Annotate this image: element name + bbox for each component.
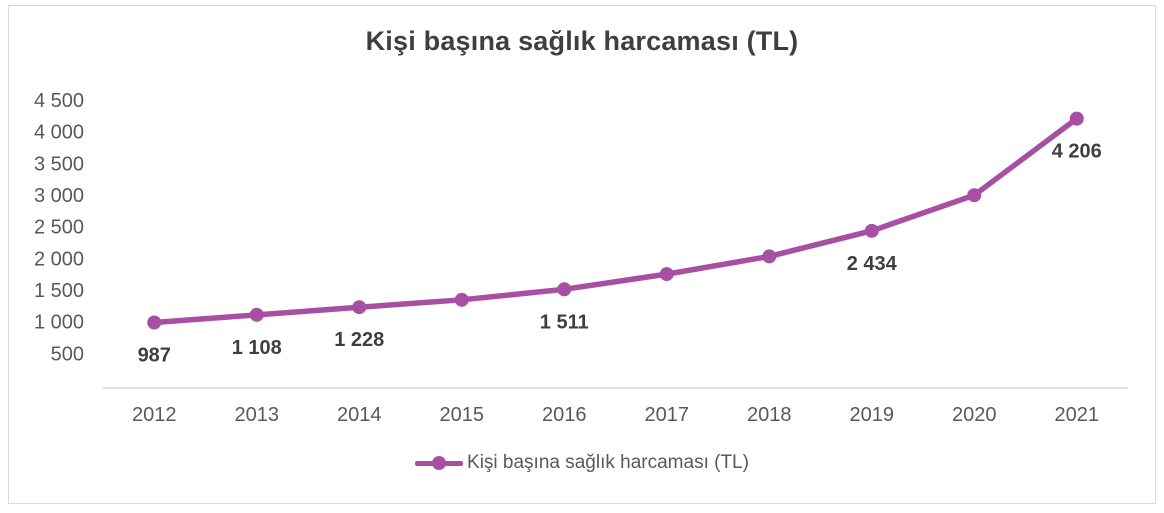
x-tick-label: 2018 — [747, 404, 792, 426]
y-tick-label: 2 000 — [34, 248, 84, 270]
data-point-marker — [147, 315, 162, 330]
chart-title: Kişi başına sağlık harcaması (TL) — [365, 26, 799, 56]
data-point-marker — [557, 282, 572, 297]
data-point-marker — [454, 292, 469, 307]
chart-frame — [8, 5, 1156, 504]
x-tick-label: 2014 — [337, 404, 382, 426]
data-point-marker — [249, 307, 264, 322]
data-point-marker — [659, 267, 674, 282]
y-tick-label: 500 — [51, 343, 84, 365]
x-tick-label: 2020 — [952, 404, 997, 426]
x-tick-label: 2015 — [440, 404, 485, 426]
x-tick-label: 2019 — [850, 404, 895, 426]
x-tick-label: 2021 — [1055, 404, 1100, 426]
series-line — [151, 115, 1080, 326]
y-tick-label: 2 500 — [34, 217, 84, 239]
legend-circle-marker-icon — [432, 456, 447, 470]
data-point-label: 2 434 — [847, 253, 898, 275]
legend: Kişi başına sağlık harcaması (TL) — [0, 452, 1164, 474]
data-point-marker — [762, 249, 777, 264]
x-tick-label: 2017 — [645, 404, 690, 426]
legend-series-label: Kişi başına sağlık harcaması (TL) — [467, 452, 749, 473]
x-tick-label: 2012 — [132, 404, 177, 426]
data-point-label: 1 511 — [540, 311, 589, 333]
y-tick-label: 1 500 — [34, 280, 84, 302]
data-point-label: 1 108 — [232, 337, 282, 359]
data-point-label: 4 206 — [1052, 141, 1102, 163]
legend-line-marker-icon — [415, 456, 464, 471]
data-point-marker — [352, 300, 367, 315]
x-tick-label: 2013 — [235, 404, 280, 426]
y-tick-label: 3 000 — [34, 185, 84, 207]
x-tick-label: 2016 — [542, 404, 587, 426]
data-point-marker — [967, 188, 982, 203]
y-tick-label: 4 500 — [34, 90, 84, 112]
data-point-label: 1 228 — [334, 329, 384, 351]
data-point-marker — [864, 223, 879, 238]
y-tick-label: 4 000 — [34, 122, 84, 144]
y-tick-label: 3 500 — [34, 153, 84, 175]
data-point-marker — [1069, 111, 1084, 126]
data-point-label: 987 — [138, 344, 171, 366]
y-tick-label: 1 000 — [34, 312, 84, 334]
